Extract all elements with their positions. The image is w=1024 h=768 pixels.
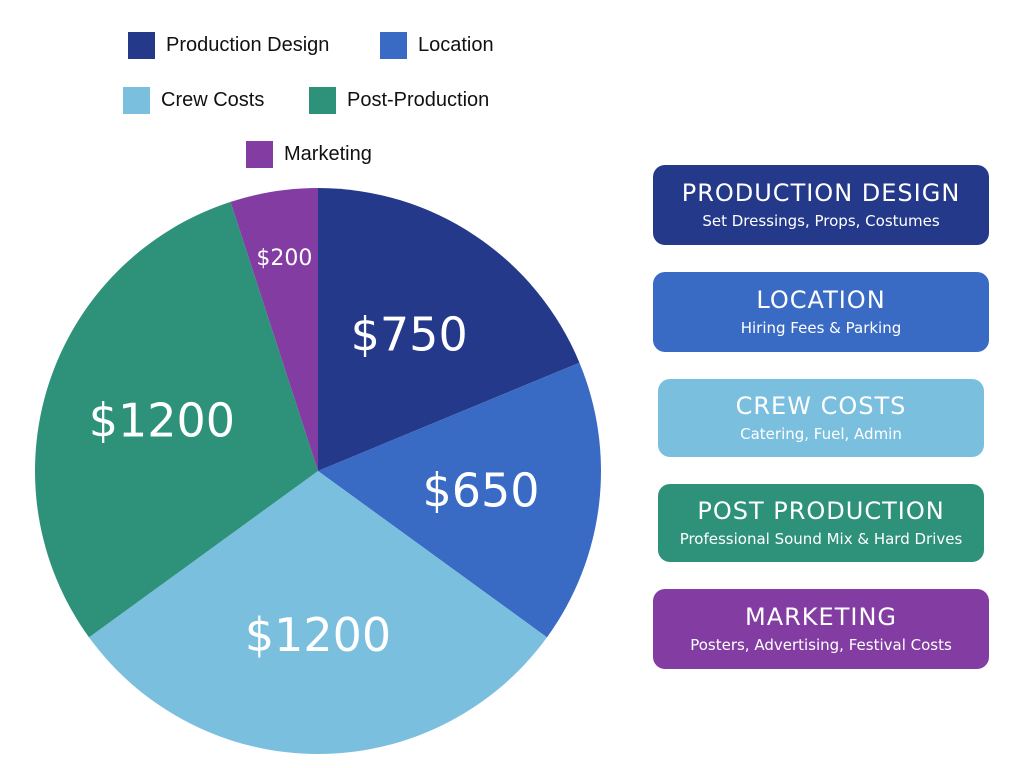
- slice-value-label: $750: [351, 308, 468, 362]
- legend-swatch: [128, 32, 155, 59]
- category-card-crew-costs: CREW COSTS Catering, Fuel, Admin: [658, 379, 984, 457]
- category-card-location: LOCATION Hiring Fees & Parking: [653, 272, 989, 352]
- slice-value-label: $1200: [89, 393, 235, 447]
- category-card-production-design: PRODUCTION DESIGN Set Dressings, Props, …: [653, 165, 989, 245]
- pie-slice-post-production: [34, 201, 318, 638]
- pie-slice-marketing: [230, 188, 318, 471]
- legend-swatch: [246, 141, 273, 168]
- legend-swatch: [380, 32, 407, 59]
- category-card-post-production: POST PRODUCTION Professional Sound Mix &…: [658, 484, 984, 562]
- legend-item-location: Location: [380, 32, 494, 59]
- card-title: CREW COSTS: [735, 392, 907, 420]
- card-subtitle: Set Dressings, Props, Costumes: [702, 212, 940, 230]
- legend-item-marketing: Marketing: [246, 141, 372, 168]
- legend-swatch: [309, 87, 336, 114]
- pie-slice-location: [318, 362, 601, 638]
- legend-label: Production Design: [166, 34, 330, 56]
- card-subtitle: Professional Sound Mix & Hard Drives: [679, 530, 963, 548]
- legend-swatch: [123, 87, 150, 114]
- card-subtitle: Catering, Fuel, Admin: [740, 425, 902, 443]
- slice-value-label: $650: [422, 463, 539, 517]
- legend-item-production-design: Production Design: [128, 32, 329, 59]
- card-title: POST PRODUCTION: [697, 497, 945, 525]
- card-subtitle: Posters, Advertising, Festival Costs: [690, 636, 952, 654]
- card-subtitle: Hiring Fees & Parking: [740, 319, 902, 337]
- legend-label: Post-Production: [347, 89, 490, 111]
- legend-item-crew-costs: Crew Costs: [123, 87, 264, 114]
- legend-label: Crew Costs: [161, 89, 265, 111]
- legend-label: Location: [418, 34, 494, 56]
- legend-item-post-production: Post-Production: [309, 87, 489, 114]
- legend-label: Marketing: [284, 143, 372, 165]
- slice-value-label: $1200: [245, 608, 391, 662]
- slice-value-label: $200: [256, 246, 312, 271]
- pie-chart: $750 $650 $1200 $1200 $200: [34, 188, 601, 754]
- card-title: MARKETING: [745, 603, 897, 631]
- card-title: LOCATION: [756, 286, 886, 314]
- card-title: PRODUCTION DESIGN: [681, 179, 961, 207]
- pie-slice-production-design: [318, 188, 580, 471]
- pie-slice-crew-costs: [89, 471, 547, 754]
- category-card-marketing: MARKETING Posters, Advertising, Festival…: [653, 589, 989, 669]
